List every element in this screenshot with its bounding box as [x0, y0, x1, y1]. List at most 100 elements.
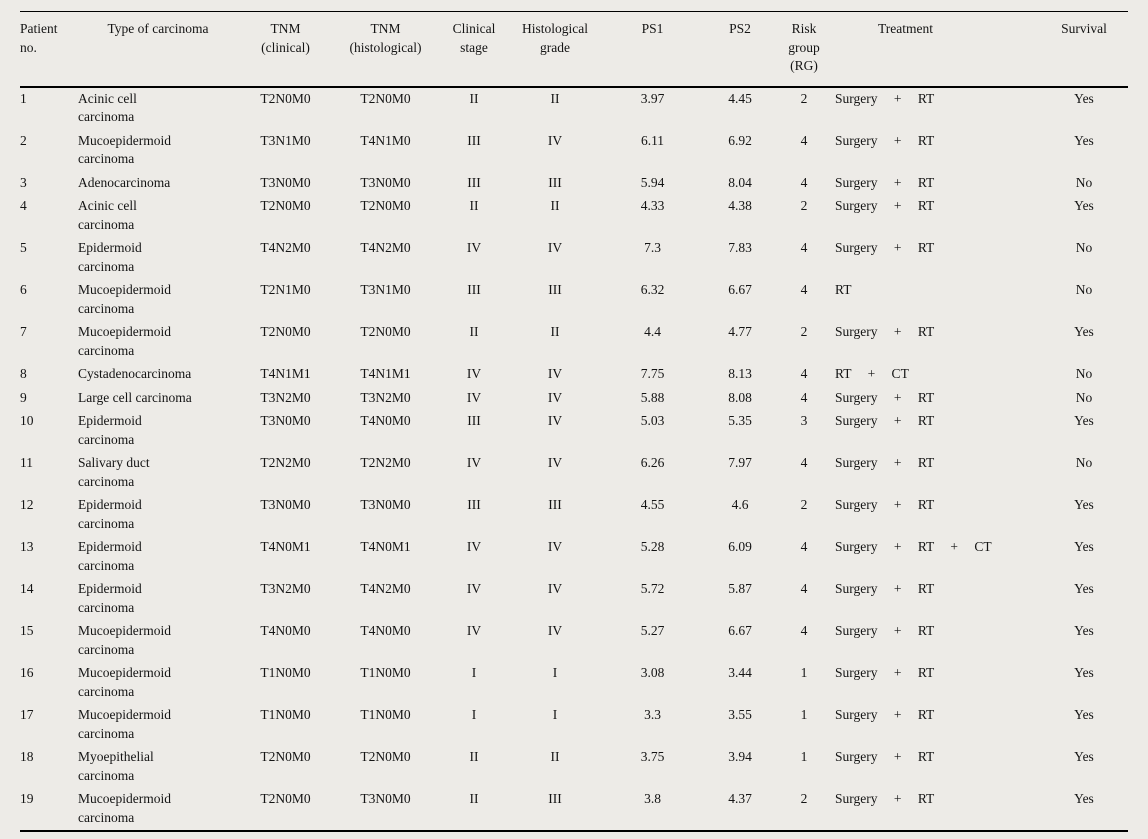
survival-cell: Yes [1074, 497, 1094, 512]
clinical-stage-cell: IV [466, 581, 482, 596]
carcinoma-type-cell: Mucoepidermoid carcinoma [78, 321, 238, 363]
carcinoma-type-line: carcinoma [78, 300, 135, 316]
tnm-clinical-cell: T3N0M0 [260, 174, 311, 190]
column-header-line: Clinical [452, 21, 496, 36]
tnm-histological-cell: T2N0M0 [360, 198, 411, 213]
column-header-line: grade [540, 39, 570, 55]
ps1-cell: 5.27 [640, 623, 665, 638]
treatment-cell: Surgery + RT [835, 174, 935, 190]
tnm-histological-cell: T3N0M0 [360, 497, 411, 512]
ps2-cell: 8.13 [728, 366, 752, 381]
table-row: 5 Epidermoid carcinoma T4N2M0 T4N2M0 IV IV 7.3 7… [20, 237, 1128, 279]
column-header-line: TNM [370, 21, 401, 36]
ps2-cell: 8.08 [728, 389, 752, 405]
clinical-stage-cell: I [471, 665, 477, 680]
table-row: 6 Mucoepidermoid carcinoma T2N1M0 T3N1M0 III I… [20, 279, 1128, 321]
patient-no-cell: 6 [20, 282, 27, 297]
patient-no-cell: 4 [20, 198, 27, 213]
survival-cell: Yes [1074, 413, 1094, 428]
carcinoma-type-line: carcinoma [78, 557, 135, 573]
table-row: 16 Mucoepidermoid carcinoma T1N0M0 T1N0M0 I I 3… [20, 662, 1128, 704]
ps2-cell: 3.94 [728, 749, 752, 764]
risk-group-cell: 4 [800, 389, 808, 405]
patient-no-cell: 8 [20, 366, 27, 381]
ps2-cell: 7.83 [728, 240, 752, 255]
tnm-histological-cell: T3N0M0 [360, 791, 411, 806]
column-header-line: (clinical) [261, 39, 310, 55]
ps1-cell: 4.33 [640, 198, 665, 213]
risk-group-cell: 4 [800, 581, 808, 596]
carcinoma-type-cell: Salivary duct carcinoma [78, 452, 238, 494]
carcinoma-type-line: Adenocarcinoma [78, 174, 171, 190]
tnm-histological-cell: T1N0M0 [360, 707, 411, 722]
tnm-clinical-cell: T4N0M0 [260, 623, 311, 638]
ps2-cell: 6.92 [728, 132, 752, 148]
table-row: 2 Mucoepidermoid carcinoma T3N1M0 T4N1M0 III I… [20, 130, 1128, 172]
treatment-cell: Surgery + RT [835, 389, 935, 405]
carcinoma-type-line: Mucoepidermoid [78, 707, 171, 722]
table-row: 11 Salivary duct carcinoma T2N2M0 T2N2M0 IV IV… [20, 452, 1128, 494]
carcinoma-type-line: carcinoma [78, 109, 135, 124]
histological-grade-cell: IV [547, 366, 563, 381]
risk-group-cell: 3 [800, 413, 808, 428]
tnm-histological-cell: T4N1M0 [360, 132, 411, 148]
ps2-cell: 4.37 [728, 791, 752, 806]
column-header-clinical-stage: Clinical stage [438, 12, 510, 87]
clinical-stage-cell: II [469, 791, 479, 806]
patient-no-cell: 3 [20, 174, 27, 190]
survival-cell: No [1075, 455, 1093, 470]
risk-group-cell: 4 [800, 240, 808, 255]
table-row: 17 Mucoepidermoid carcinoma T1N0M0 T1N0M0 I I 3… [20, 704, 1128, 746]
patient-no-cell: 12 [20, 497, 34, 512]
carcinoma-type-line: carcinoma [78, 599, 135, 615]
patient-no-cell: 13 [20, 539, 34, 554]
column-header-survival: Survival [1040, 12, 1128, 87]
treatment-cell: Surgery + RT + CT [835, 539, 992, 554]
carcinoma-type-cell: Mucoepidermoid carcinoma [78, 662, 238, 704]
ps2-cell: 8.04 [728, 174, 752, 190]
patient-no-cell: 9 [20, 389, 27, 405]
histological-grade-cell: III [548, 791, 562, 806]
clinical-stage-cell: III [467, 174, 481, 190]
treatment-cell: Surgery + RT [835, 623, 935, 638]
histological-grade-cell: IV [547, 389, 563, 405]
histological-grade-cell: III [548, 174, 562, 190]
ps2-cell: 3.55 [728, 707, 752, 722]
patient-no-cell: 14 [20, 581, 34, 596]
patient-no-cell: 5 [20, 240, 27, 255]
survival-cell: Yes [1074, 198, 1094, 213]
survival-cell: Yes [1074, 581, 1094, 596]
ps1-cell: 7.75 [640, 366, 665, 381]
risk-group-cell: 4 [800, 366, 808, 381]
carcinoma-type-cell: Epidermoid carcinoma [78, 578, 238, 620]
carcinoma-type-line: Myoepithelial [78, 749, 154, 764]
treatment-cell: RT + CT [835, 366, 909, 381]
ps1-cell: 5.88 [640, 389, 665, 405]
tnm-clinical-cell: T4N1M1 [260, 366, 311, 381]
survival-cell: No [1075, 282, 1093, 297]
ps2-cell: 4.45 [728, 90, 752, 106]
table-row: 15 Mucoepidermoid carcinoma T4N0M0 T4N0M0 IV I… [20, 620, 1128, 662]
treatment-cell: Surgery + RT [835, 324, 935, 339]
ps1-cell: 3.75 [640, 749, 665, 764]
tnm-histological-cell: T4N0M0 [360, 413, 411, 428]
carcinoma-type-line: carcinoma [78, 473, 135, 489]
histological-grade-cell: IV [547, 132, 563, 148]
ps2-cell: 5.35 [728, 413, 752, 428]
carcinoma-type-line: carcinoma [78, 515, 135, 531]
ps2-cell: 6.67 [728, 623, 752, 638]
carcinoma-type-cell: Epidermoid carcinoma [78, 410, 238, 452]
carcinoma-type-line: Mucoepidermoid [78, 324, 171, 339]
tnm-histological-cell: T4N1M1 [360, 366, 411, 381]
clinical-stage-cell: III [467, 282, 481, 297]
histological-grade-cell: IV [547, 539, 563, 554]
histological-grade-cell: II [550, 324, 560, 339]
clinical-stage-cell: IV [466, 240, 482, 255]
carcinoma-type-line: carcinoma [78, 767, 135, 783]
histological-grade-cell: IV [547, 413, 563, 428]
risk-group-cell: 4 [800, 132, 808, 148]
tnm-histological-cell: T4N0M1 [360, 539, 411, 554]
clinical-stage-cell: IV [466, 455, 482, 470]
risk-group-cell: 4 [800, 539, 808, 554]
patient-no-cell: 7 [20, 324, 27, 339]
